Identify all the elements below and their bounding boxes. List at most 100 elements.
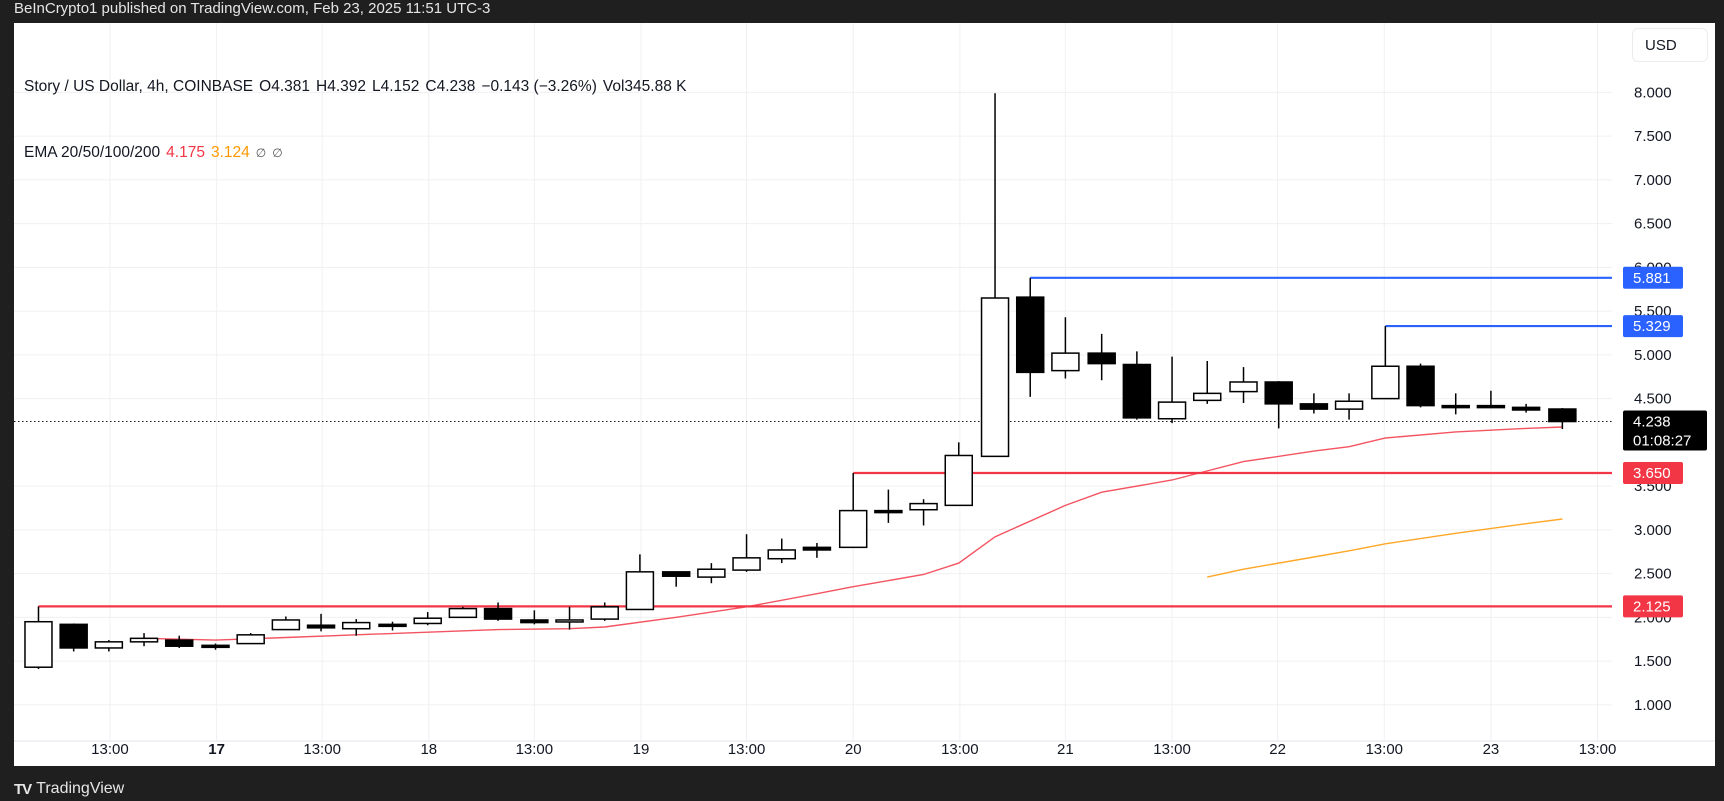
publish-bar: BeInCrypto1 published on TradingView.com… [0, 0, 1724, 23]
candle[interactable] [94, 640, 124, 652]
bullish-candle-body [625, 571, 655, 611]
candle[interactable] [944, 442, 974, 507]
candle[interactable] [1511, 403, 1541, 413]
candle[interactable] [483, 602, 513, 621]
volume-value: Vol345.88 K [602, 78, 687, 95]
candle[interactable] [1192, 360, 1222, 404]
time-tick-label: 19 [633, 741, 650, 758]
candle[interactable] [1441, 393, 1470, 415]
time-tick-label: 13:00 [516, 741, 554, 758]
bullish-candle-body [590, 606, 619, 620]
bearish-candle-body [201, 644, 230, 649]
candle[interactable] [732, 534, 761, 572]
candle[interactable] [271, 616, 301, 631]
candle[interactable] [802, 542, 832, 558]
candle[interactable] [24, 606, 53, 669]
candle[interactable] [413, 612, 442, 626]
bullish-candle-body [236, 634, 265, 645]
bullish-candle-body [909, 502, 938, 511]
price-tick-label: 4.500 [1634, 391, 1672, 408]
symbol-title[interactable]: Story / US Dollar, 4h, COINBASE [24, 78, 254, 95]
candle[interactable] [236, 633, 265, 645]
bullish-candle-body [1371, 365, 1400, 400]
candle[interactable] [874, 489, 903, 523]
open-value: O4.381 [259, 78, 310, 95]
bearish-candle-body [1476, 404, 1506, 409]
candle[interactable] [767, 538, 796, 564]
time-tick-label: 13:00 [1365, 741, 1403, 758]
candle[interactable] [1334, 393, 1364, 420]
resistance-price-tag[interactable]: 5.881 [1623, 266, 1683, 289]
resistance-price-tag[interactable]: 5.329 [1623, 315, 1683, 338]
support-price-tag[interactable]: 2.125 [1623, 595, 1683, 618]
bearish-candle-body [59, 623, 88, 649]
candle[interactable] [164, 635, 194, 648]
price-tick-label: 2.500 [1634, 566, 1672, 583]
currency-button[interactable]: USD [1632, 28, 1708, 62]
bullish-candle-body [838, 509, 868, 549]
last-price-tag[interactable]: 4.238 01:08:27 [1623, 410, 1707, 451]
candle[interactable] [520, 610, 549, 625]
resistance-price-tag-text: 5.329 [1633, 318, 1671, 335]
candlestick-chart[interactable]: 8.0007.5007.0006.5006.0005.5005.0004.500… [14, 23, 1715, 766]
candle[interactable] [980, 93, 1010, 458]
support-price-tag-bg [1623, 461, 1683, 484]
candle[interactable] [661, 571, 691, 587]
candle[interactable] [555, 606, 584, 630]
candle[interactable] [1406, 363, 1435, 408]
ema-indicator-label[interactable]: EMA 20/50/100/200 [24, 144, 161, 161]
bearish-candle-body [1548, 408, 1577, 423]
candle[interactable] [129, 633, 159, 647]
candle[interactable] [838, 472, 868, 549]
candle[interactable] [1299, 393, 1329, 414]
candle[interactable] [201, 643, 230, 650]
candle[interactable] [697, 563, 726, 584]
candle[interactable] [1122, 351, 1152, 420]
support-price-tag[interactable]: 3.650 [1623, 461, 1683, 484]
bullish-candle-body [24, 620, 53, 668]
candle[interactable] [378, 621, 407, 631]
candle[interactable] [1476, 390, 1506, 409]
candle[interactable] [341, 619, 371, 636]
ema-row: EMA 20/50/100/200 4.175 3.124 ∅ ∅ [24, 142, 692, 164]
chart-panel[interactable]: 8.0007.5007.0006.5006.0005.5005.0004.500… [14, 23, 1715, 766]
candle[interactable] [1371, 326, 1400, 400]
candle[interactable] [1051, 317, 1080, 379]
candle[interactable] [1264, 381, 1293, 429]
price-axis[interactable]: 8.0007.5007.0006.5006.0005.5005.0004.500… [1634, 84, 1672, 713]
candle[interactable] [1087, 333, 1116, 381]
candle[interactable] [1548, 408, 1577, 430]
bearish-candle-body [1264, 381, 1293, 405]
bearish-candle-body [1441, 404, 1470, 409]
candle[interactable] [448, 606, 478, 619]
candle[interactable] [59, 623, 88, 652]
time-tick-label: 13:00 [728, 741, 766, 758]
bullish-candle-body [732, 557, 761, 571]
time-tick-label: 17 [208, 741, 225, 758]
bullish-candle-body [1229, 381, 1258, 393]
support-price-tag-text: 2.125 [1633, 598, 1671, 615]
candle[interactable] [625, 554, 655, 611]
price-tick-label: 1.500 [1634, 653, 1672, 670]
bearish-candle-body [378, 623, 407, 628]
candle[interactable] [306, 613, 336, 632]
candle[interactable] [1229, 367, 1258, 403]
brand-name: TradingView [36, 780, 125, 797]
ema50-line [1207, 518, 1563, 578]
bearish-candle-body [1299, 403, 1329, 410]
bullish-candle-body [94, 641, 124, 649]
candle[interactable] [590, 602, 619, 621]
candle[interactable] [909, 499, 938, 526]
bearish-candle-body [483, 607, 513, 620]
bearish-candle-body [1087, 352, 1116, 365]
candle[interactable] [1157, 356, 1187, 424]
bearish-candle-body [874, 509, 903, 514]
time-tick-label: 20 [845, 741, 862, 758]
bearish-candle-body [520, 619, 549, 624]
candle[interactable] [1015, 277, 1045, 397]
price-tick-label: 7.500 [1634, 128, 1672, 145]
time-axis[interactable]: 13:00 17 13:00 18 13:00 19 13:00 20 13:00 21 13:00… [91, 741, 1616, 758]
bearish-candle-body [1511, 406, 1541, 411]
bearish-candle-body [802, 546, 832, 551]
last-price-tag-text: 01:08:27 [1633, 433, 1691, 450]
